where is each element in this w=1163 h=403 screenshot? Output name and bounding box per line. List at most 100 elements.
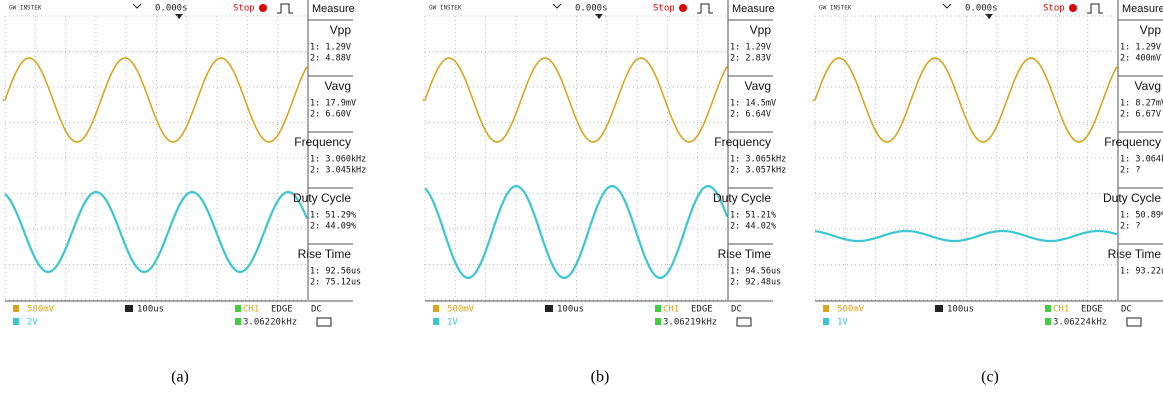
measure-label: Duty Cycle	[293, 191, 351, 205]
ch1-badge	[13, 305, 19, 312]
measure-value: 2: 3.045kHz	[310, 166, 366, 176]
measure-label: Rise Time	[1108, 247, 1162, 261]
coupling: DC	[731, 305, 742, 315]
measure-value: 2: ?	[1120, 222, 1140, 232]
run-state: Stop	[653, 4, 675, 14]
measure-value: 1: 3.060kHz	[310, 155, 366, 165]
measure-value: 1: 3.065kHz	[730, 155, 786, 165]
measure-value: 2: 3.057kHz	[730, 166, 786, 176]
measure-value: 2: 6.64V	[730, 110, 771, 120]
figure: GW INSTEK0.000sStop▸MeasureVpp1: 1.29V2:…	[0, 0, 1163, 399]
measure-value: 1: 17.9mV	[310, 99, 356, 109]
ch1-scale: 500mV	[447, 305, 475, 315]
measure-value: 1: 8.27mV	[1120, 99, 1163, 109]
measure-value: 1: 50.89%	[1120, 211, 1163, 221]
ch2-badge	[823, 318, 829, 325]
measure-title: Measure	[1122, 3, 1163, 15]
measure-label: Vpp	[1140, 23, 1162, 37]
timebase-badge	[125, 305, 133, 312]
measure-title: Measure	[732, 3, 775, 15]
timebase: 100us	[947, 305, 974, 315]
ch1-marker: ▸	[2, 96, 6, 104]
trigger-source: CH1	[243, 305, 259, 315]
measure-label: Frequency	[1104, 135, 1161, 149]
timebase-badge	[545, 305, 553, 312]
caption: (a)	[171, 369, 189, 386]
measure-value: 2: 92.48us	[730, 278, 781, 288]
measure-value: 1: 1.29V	[1120, 43, 1161, 53]
ch2-scale: 2V	[27, 318, 38, 328]
ch1-marker: ▸	[422, 96, 426, 104]
measure-label: Vavg	[745, 79, 771, 93]
measure-value: 2: 44.09%	[310, 222, 356, 232]
ch2-badge	[433, 318, 439, 325]
measure-label: Frequency	[294, 135, 351, 149]
ch1-badge	[823, 305, 829, 312]
ch1-badge	[433, 305, 439, 312]
trigger-badge	[655, 305, 661, 312]
ch2-scale: 1V	[447, 318, 458, 328]
measure-value: 1: 51.21%	[730, 211, 776, 221]
measure-label: Duty Cycle	[713, 191, 771, 205]
measure-value: 1: 51.29%	[310, 211, 356, 221]
trigger-time: 0.000s	[155, 4, 188, 14]
measure-value: 1: 1.29V	[310, 43, 351, 53]
coupling: DC	[311, 305, 322, 315]
trigger-time: 0.000s	[965, 4, 998, 14]
ch2-badge	[13, 318, 19, 325]
freq-badge	[1045, 318, 1051, 325]
trigger-frequency: 3.06224kHz	[1053, 318, 1107, 328]
measure-label: Frequency	[714, 135, 771, 149]
trigger-type: EDGE	[1081, 305, 1103, 315]
brand: GW INSTEK	[429, 5, 462, 12]
measure-label: Rise Time	[298, 247, 352, 261]
stop-dot	[1069, 4, 1077, 12]
coupling: DC	[1121, 305, 1132, 315]
trigger-frequency: 3.06220kHz	[243, 318, 297, 328]
measure-value: 1: 3.064kHz	[1120, 155, 1163, 165]
measure-label: Vavg	[1135, 79, 1161, 93]
stop-dot	[679, 4, 687, 12]
measure-label: Rise Time	[718, 247, 772, 261]
measure-value: 2: 2.83V	[730, 54, 771, 64]
ch1-marker: ▸	[812, 96, 816, 104]
trigger-source: CH1	[1053, 305, 1069, 315]
measure-title: Measure	[312, 3, 355, 15]
caption: (b)	[591, 369, 610, 386]
run-state: Stop	[1043, 4, 1065, 14]
trigger-badge	[1045, 305, 1051, 312]
measure-value: 1: 1.29V	[730, 43, 771, 53]
timebase-badge	[935, 305, 943, 312]
ch2-scale: 1V	[837, 318, 848, 328]
trigger-time: 0.000s	[575, 4, 608, 14]
measure-value: 1: 94.56us	[730, 267, 781, 277]
trigger-frequency: 3.06219kHz	[663, 318, 717, 328]
measure-value: 1: 92.56us	[310, 267, 361, 277]
measure-label: Vpp	[330, 23, 352, 37]
measure-value: 2: 6.67V	[1120, 110, 1161, 120]
measure-value: 2: ?	[1120, 166, 1140, 176]
measure-value: 1: 93.22us	[1120, 267, 1163, 277]
trigger-type: EDGE	[691, 305, 713, 315]
measure-value: 2: 400mV	[1120, 54, 1161, 64]
timebase: 100us	[557, 305, 584, 315]
stop-dot	[259, 4, 267, 12]
ch1-scale: 500mV	[27, 305, 55, 315]
measure-label: Vavg	[325, 79, 351, 93]
measure-value: 2: 4.88V	[310, 54, 351, 64]
trigger-source: CH1	[663, 305, 679, 315]
trigger-type: EDGE	[271, 305, 293, 315]
run-state: Stop	[233, 4, 255, 14]
measure-value: 2: 75.12us	[310, 278, 361, 288]
measure-value: 2: 6.60V	[310, 110, 351, 120]
caption: (c)	[981, 369, 999, 386]
measure-value: 1: 14.5mV	[730, 99, 776, 109]
timebase: 100us	[137, 305, 164, 315]
brand: GW INSTEK	[9, 5, 42, 12]
ch1-scale: 500mV	[837, 305, 865, 315]
measure-label: Vpp	[750, 23, 772, 37]
measure-value: 2: 44.02%	[730, 222, 776, 232]
